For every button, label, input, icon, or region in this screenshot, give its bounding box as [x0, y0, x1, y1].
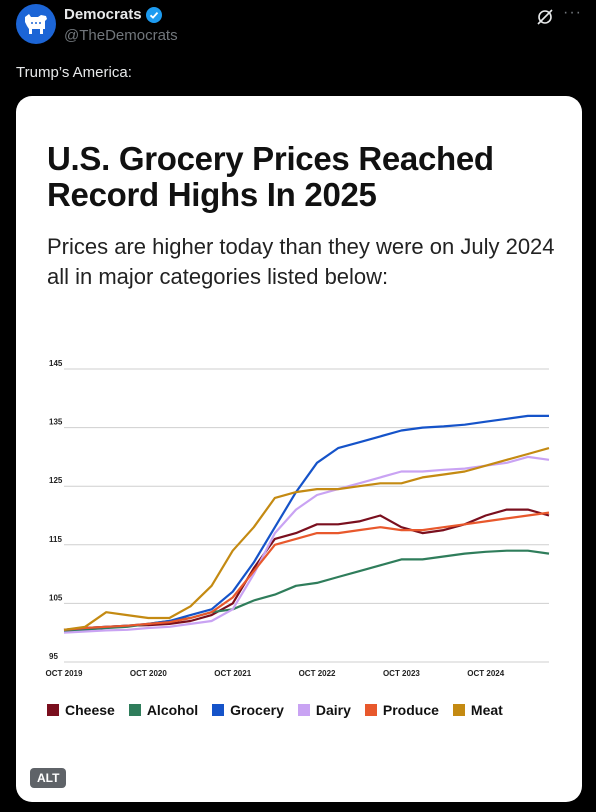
legend-label: Dairy — [315, 702, 351, 718]
x-tick-label: OCT 2021 — [214, 669, 251, 678]
series-line-alcohol — [63, 549, 550, 633]
price-chart: 95 105 115 125 135 145 OCT 2019 OCT 2020 OCT 202… — [46, 359, 550, 678]
legend-swatch — [47, 704, 59, 716]
legend-swatch — [128, 704, 141, 716]
y-tick-label: 135 — [49, 418, 63, 427]
display-name[interactable]: Democrats — [64, 6, 142, 23]
y-tick-label: 125 — [49, 476, 63, 485]
chart-subtitle: Prices are higher today than they were o… — [47, 234, 555, 289]
grok-icon[interactable] — [536, 8, 554, 26]
legend-item-alcohol: Alcohol — [128, 702, 199, 718]
image-card[interactable]: U.S. Grocery Prices Reached Record Highs… — [16, 96, 582, 802]
series-line-cheese — [63, 508, 550, 631]
legend-label: Meat — [470, 702, 503, 718]
legend-item-grocery: Grocery — [212, 702, 284, 718]
more-options-icon[interactable]: ··· — [563, 4, 582, 21]
series-line-produce — [63, 511, 550, 631]
tweet-text: Trump’s America: — [16, 64, 132, 81]
legend-label: Grocery — [230, 702, 284, 718]
alt-badge[interactable]: ALT — [30, 768, 67, 788]
chart-legend: Cheese Alcohol Grocery Dairy Produce Meat — [47, 702, 503, 718]
legend-item-cheese: Cheese — [47, 702, 115, 718]
legend-swatch — [212, 704, 225, 716]
series-line-dairy — [63, 455, 550, 634]
legend-label: Alcohol — [146, 702, 199, 718]
handle[interactable]: @TheDemocrats — [64, 27, 178, 44]
series-line-meat — [63, 447, 550, 631]
legend-item-dairy: Dairy — [297, 702, 351, 718]
democrat-donkey-icon — [25, 14, 47, 34]
display-name-row[interactable]: Democrats — [64, 6, 162, 23]
legend-swatch — [452, 704, 465, 716]
legend-swatch — [364, 704, 377, 716]
y-tick-label: 105 — [49, 593, 63, 602]
x-tick-label: OCT 2020 — [130, 669, 167, 678]
legend-label: Produce — [382, 702, 439, 718]
y-tick-label: 95 — [49, 652, 58, 661]
avatar[interactable] — [16, 4, 56, 44]
x-tick-label: OCT 2024 — [467, 669, 504, 678]
chart-title: U.S. Grocery Prices Reached Record Highs… — [47, 140, 494, 213]
x-tick-label: OCT 2019 — [46, 669, 83, 678]
x-tick-label: OCT 2022 — [299, 669, 336, 678]
legend-item-produce: Produce — [364, 702, 439, 718]
y-tick-label: 145 — [49, 359, 63, 368]
x-tick-label: OCT 2023 — [383, 669, 420, 678]
legend-label: Cheese — [65, 702, 115, 718]
legend-swatch — [297, 704, 310, 716]
legend-item-meat: Meat — [452, 702, 503, 718]
y-tick-label: 115 — [49, 535, 62, 544]
verified-badge-icon — [145, 6, 162, 23]
